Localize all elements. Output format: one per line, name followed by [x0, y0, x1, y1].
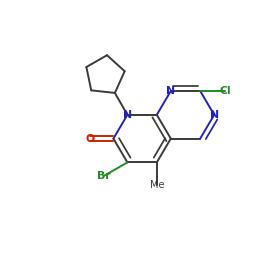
Text: Me: Me — [150, 180, 164, 190]
Text: O: O — [86, 134, 95, 144]
Text: N: N — [210, 110, 219, 120]
Text: Br: Br — [97, 171, 111, 181]
Text: N: N — [123, 110, 132, 120]
Text: Cl: Cl — [220, 86, 231, 96]
Text: N: N — [166, 86, 175, 96]
